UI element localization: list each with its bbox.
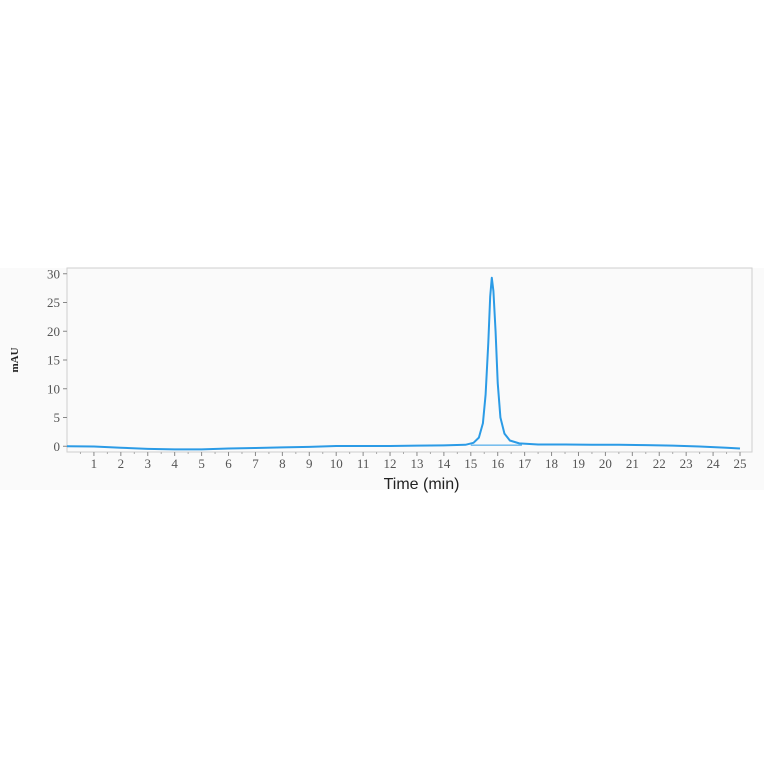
- x-tick-label: 13: [410, 456, 423, 471]
- x-tick-label: 2: [118, 456, 125, 471]
- x-tick-label: 1: [91, 456, 98, 471]
- x-tick-label: 12: [384, 456, 397, 471]
- x-axis-title: Time (min): [384, 476, 460, 493]
- y-tick-label: 30: [47, 266, 60, 281]
- y-tick-label: 5: [54, 410, 61, 425]
- y-axis: 0 5 10 15 20 25 30: [47, 266, 67, 454]
- x-tick-label: 3: [145, 456, 152, 471]
- x-tick-label: 23: [680, 456, 693, 471]
- x-tick-label: 15: [464, 456, 477, 471]
- series-line: [66, 276, 741, 451]
- x-tick-label: 25: [734, 456, 747, 471]
- x-tick-label: 10: [330, 456, 343, 471]
- x-tick-label: 19: [572, 456, 585, 471]
- x-tick-label: 4: [171, 456, 178, 471]
- x-tick-label: 11: [357, 456, 370, 471]
- y-tick-label: 10: [47, 381, 60, 396]
- y-tick-label: 20: [47, 324, 60, 339]
- x-tick-label: 6: [225, 456, 232, 471]
- x-tick-label: 8: [279, 456, 286, 471]
- x-tick-label: 24: [707, 456, 721, 471]
- x-tick-label: 16: [491, 456, 505, 471]
- y-tick-label: 15: [47, 353, 60, 368]
- x-tick-label: 20: [599, 456, 612, 471]
- x-tick-label: 21: [626, 456, 639, 471]
- x-tick-label: 18: [545, 456, 558, 471]
- x-tick-label: 7: [252, 456, 259, 471]
- y-axis-title: mAU: [9, 347, 21, 372]
- x-axis: 1 2 3 4 5 6 7 8 9 10 11 12 13 14 15 16 17 18 19 20 21 22 23 24 2…: [79, 452, 747, 471]
- series-layer: [66, 276, 741, 451]
- x-tick-label: 14: [437, 456, 451, 471]
- x-tick-label: 5: [198, 456, 205, 471]
- x-tick-label: 22: [653, 456, 666, 471]
- x-tick-label: 9: [306, 456, 313, 471]
- x-tick-label: 17: [518, 456, 532, 471]
- y-tick-label: 25: [47, 295, 60, 310]
- plot-background: [0, 268, 764, 490]
- y-tick-label: 0: [54, 439, 61, 454]
